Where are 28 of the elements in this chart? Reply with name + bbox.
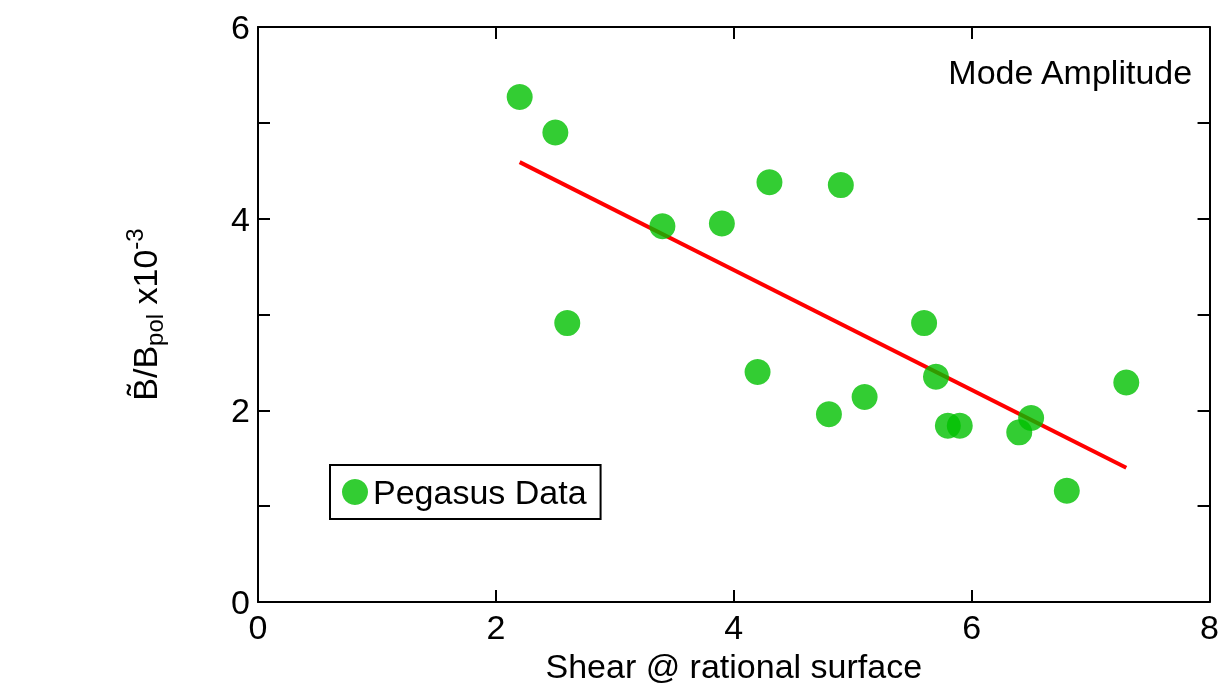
point [946, 412, 973, 439]
y-axis-title: B̃/Bpol x10-3 [120, 228, 168, 401]
point [744, 359, 771, 385]
point [1018, 405, 1045, 431]
point [815, 401, 842, 428]
point [506, 83, 533, 110]
point [851, 383, 878, 410]
point [649, 213, 676, 240]
point [756, 169, 783, 196]
x-tick-label: 6 [962, 608, 982, 646]
y-tick-label: 0 [231, 583, 250, 621]
y-tick-label: 2 [231, 391, 250, 430]
point [827, 172, 854, 199]
point [1053, 477, 1080, 504]
x-tick-label: 4 [724, 608, 744, 646]
point [554, 310, 581, 337]
x-axis-title: Shear @ rational surface [545, 646, 923, 685]
y-tick-label: 6 [231, 8, 250, 46]
y-tick-label: 4 [231, 199, 250, 238]
point [1113, 369, 1140, 396]
point [911, 310, 938, 337]
legend-label: Pegasus Data [373, 473, 587, 511]
point [708, 210, 735, 237]
x-tick-label: 2 [486, 608, 506, 646]
point [923, 363, 949, 390]
point [542, 119, 569, 146]
x-tick-label: 8 [1200, 608, 1220, 646]
annotation: Mode Amplitude [948, 53, 1193, 91]
